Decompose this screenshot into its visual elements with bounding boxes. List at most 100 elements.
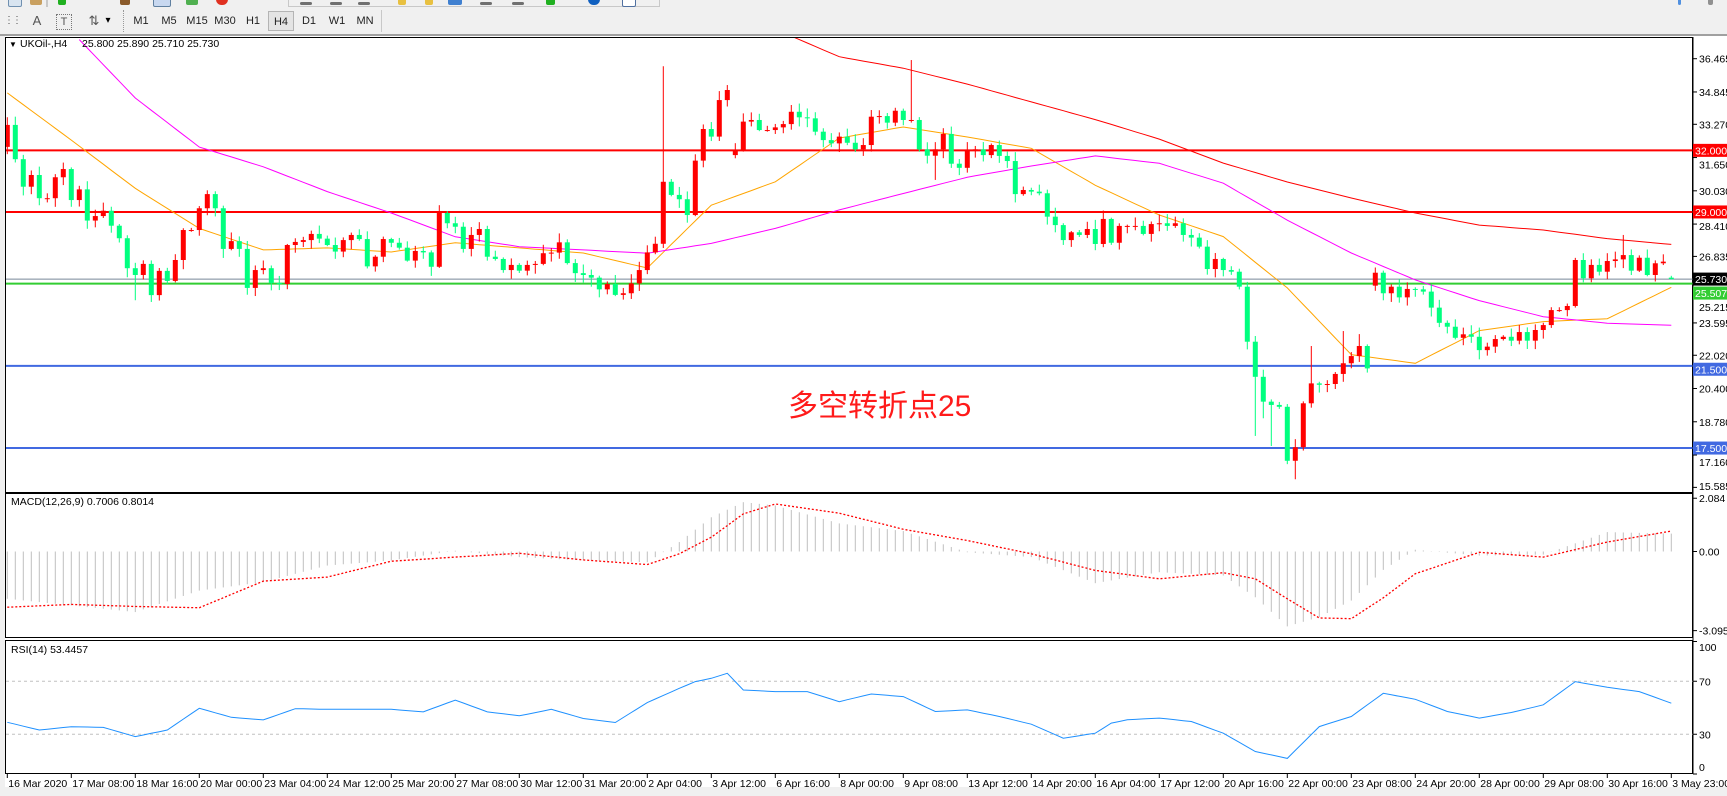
candle-body [708, 129, 714, 137]
candle [1292, 439, 1298, 480]
candle [924, 142, 930, 164]
candle [124, 235, 130, 278]
candle-body [132, 268, 138, 275]
text-icon[interactable]: A [32, 13, 42, 28]
candle-body [196, 208, 202, 231]
time-tick-label: 17 Apr 12:00 [1160, 778, 1220, 790]
candle-body [580, 273, 586, 275]
timeframe-mn-button[interactable]: MN [356, 15, 374, 27]
candle [828, 133, 834, 148]
candle-body [316, 233, 322, 239]
candle-body [764, 130, 770, 132]
add-icon[interactable] [58, 0, 66, 5]
chart-shift-icon[interactable] [512, 2, 524, 5]
macd-tick-label: 2.084 [1699, 493, 1725, 505]
candle-body [1484, 346, 1490, 351]
candle [380, 236, 386, 263]
chart-candle-icon[interactable] [330, 2, 342, 5]
candle-body [1164, 223, 1170, 226]
candle-body [1140, 225, 1146, 234]
candle-body [1252, 341, 1258, 377]
candle-body [676, 194, 682, 200]
candle-body [244, 248, 250, 288]
terminal-icon[interactable] [153, 0, 171, 7]
candle-body [844, 136, 850, 143]
candle [300, 236, 306, 248]
candle [364, 231, 370, 269]
timeframe-m15-button[interactable]: M15 [186, 15, 208, 27]
candle-body [508, 264, 514, 271]
candle [580, 264, 586, 283]
candle [572, 259, 578, 282]
timeframe-m30-button[interactable]: M30 [214, 15, 236, 27]
timeframe-m5-button[interactable]: M5 [161, 15, 177, 27]
legend-toggle-icon[interactable]: ▼ [9, 40, 17, 49]
candle-body [876, 116, 882, 118]
grid-icon[interactable]: ⋮⋮ [4, 15, 22, 26]
candle-body [1044, 193, 1050, 217]
time-tick-label: 16 Mar 2020 [8, 778, 67, 790]
indicators-icon[interactable] [546, 0, 555, 5]
zoom-icon[interactable] [30, 0, 42, 5]
candle-body [1108, 218, 1114, 243]
templates-icon[interactable] [622, 0, 636, 7]
candle [196, 206, 202, 236]
new-chart-icon[interactable] [8, 0, 22, 7]
toolbar-row-tools: ⋮⋮ A T ⇅ ▾ M1 M5 M15 M30 H1 H4 D1 W1 MN [0, 8, 1727, 34]
window-menu-icon[interactable] [1708, 0, 1713, 5]
window-restore-icon[interactable] [1678, 0, 1681, 5]
timeframe-m1-button[interactable]: M1 [133, 15, 149, 27]
candle-body [348, 234, 354, 241]
chart-annotation[interactable]: 多空转折点25 [788, 390, 971, 423]
chart-bar-icon[interactable] [300, 2, 312, 5]
time-tick-label: 3 May 23:00 [1672, 778, 1727, 790]
candle-body [140, 263, 146, 275]
ma-slow-line [794, 38, 1672, 245]
periods-icon[interactable] [588, 0, 600, 5]
time-tick-label: 3 Apr 12:00 [712, 778, 766, 790]
candle-body [644, 252, 650, 271]
price-axis: 36.465 34.845 33.270 32.000 31.650 30.030 29.0… [1692, 37, 1727, 775]
candle [404, 241, 410, 262]
candle-body [68, 169, 74, 201]
candle [348, 232, 354, 250]
timeframe-d1-button[interactable]: D1 [301, 15, 317, 27]
arrows-icon[interactable]: ⇅ [88, 13, 100, 28]
candle [604, 281, 610, 295]
candle [20, 154, 26, 196]
timeframe-h1-button[interactable]: H1 [245, 15, 261, 27]
refresh-icon[interactable] [186, 0, 198, 5]
candle-body [100, 210, 106, 217]
timeframe-h4-button[interactable]: H4 [268, 11, 294, 31]
candle-body [908, 119, 914, 121]
candle [92, 209, 98, 228]
candle-body [1212, 258, 1218, 270]
chevron-down-icon[interactable]: ▾ [105, 15, 111, 26]
price-tick-label: 25.215 [1699, 302, 1727, 314]
price-tick-label: 26.835 [1699, 251, 1727, 263]
text-label-icon[interactable]: T [56, 14, 72, 30]
time-tick-label: 14 Apr 20:00 [1032, 778, 1092, 790]
tile-icon[interactable] [448, 0, 462, 5]
chart-line-icon[interactable] [358, 2, 370, 5]
time-tick-label: 24 Apr 20:00 [1416, 778, 1476, 790]
candle [444, 211, 450, 229]
time-tick-label: 6 Apr 16:00 [776, 778, 830, 790]
candle [1220, 257, 1226, 277]
price-tick-label: 23.595 [1699, 318, 1727, 330]
zoom-out-icon[interactable] [425, 0, 433, 5]
candle [228, 232, 234, 251]
candle-body [700, 129, 706, 161]
candle [852, 134, 858, 153]
candle-body [468, 234, 474, 249]
timeframe-w1-button[interactable]: W1 [328, 15, 346, 27]
toolbar-group [46, 0, 48, 7]
stop-icon[interactable] [216, 0, 228, 5]
candle [812, 112, 818, 136]
candle [68, 167, 74, 207]
zoom-in-icon[interactable] [398, 0, 406, 5]
autoscroll-icon[interactable] [480, 2, 492, 5]
candle [436, 205, 442, 268]
expert-icon[interactable] [120, 0, 130, 5]
